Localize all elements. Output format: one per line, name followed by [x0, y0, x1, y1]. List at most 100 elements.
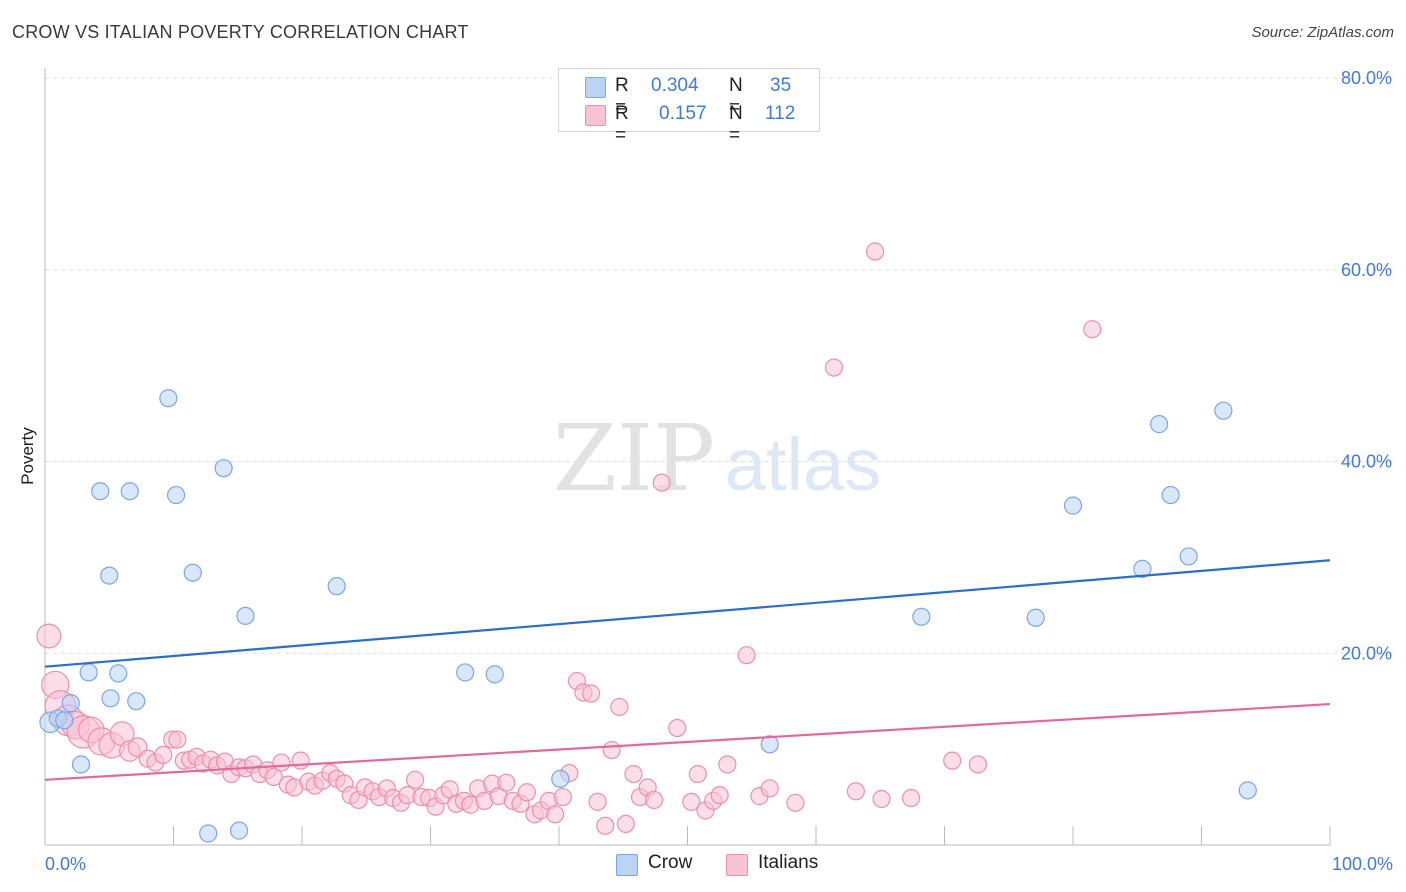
crow-legend-swatch [616, 854, 638, 876]
y-tick-label: 60.0% [1341, 260, 1392, 280]
crow-point [159, 389, 178, 408]
italians-point [291, 751, 310, 770]
x-tick-label: 0.0% [45, 854, 86, 874]
x-tick-label: 100.0% [1332, 854, 1393, 874]
y-tick-label: 40.0% [1341, 452, 1392, 472]
crow-point [760, 735, 779, 754]
source-label: Source: ZipAtlas.com [1251, 24, 1394, 41]
italians-point [866, 242, 885, 261]
crow-trend-line [44, 559, 1331, 668]
italians-point [682, 792, 701, 811]
watermark-zip: ZIP [553, 405, 715, 512]
italians-point [624, 764, 643, 784]
italians-point [546, 805, 565, 824]
crow-swatch [585, 77, 606, 98]
crow-point [79, 663, 98, 682]
crow-point [229, 821, 249, 840]
crow-point [214, 459, 233, 478]
crow-point [120, 482, 139, 501]
italians-point [737, 646, 756, 665]
italians-point [154, 745, 173, 764]
italians-point [264, 767, 283, 787]
crow-point [166, 485, 186, 505]
italians-point [846, 782, 865, 801]
crow-point [1149, 415, 1169, 434]
legend-r-label: R = [615, 75, 629, 118]
grid-lines [45, 77, 1392, 654]
italians-point [786, 793, 805, 812]
watermark-atlas: atlas [725, 423, 881, 506]
legend: R = 0.304 N = 35 R = 0.157 N = 112 [558, 68, 820, 146]
italians-point [710, 786, 729, 805]
crow-point [912, 607, 931, 626]
tick-labels: 20.0% 40.0% 60.0% 80.0% 0.0% 100.0% [45, 68, 1393, 874]
italians-point [872, 789, 891, 809]
crow-point [1179, 547, 1198, 566]
italians-point [582, 684, 601, 703]
crow-point [1214, 401, 1233, 420]
crow-point [127, 692, 146, 711]
legend-r-value: 0.304 [651, 75, 699, 96]
crow-point [61, 694, 80, 713]
italians-point [497, 773, 516, 792]
italians-point [943, 751, 962, 770]
italians-point [824, 358, 844, 377]
crow-point [91, 482, 110, 501]
crow-point [55, 711, 74, 730]
italians-point [405, 770, 425, 789]
crow-point [183, 563, 202, 582]
crow-points [39, 389, 1257, 843]
crow-point [109, 664, 128, 683]
italians-point [168, 730, 187, 749]
legend-n-label: N = [729, 103, 743, 146]
italians-point [610, 697, 629, 717]
italians-point [602, 740, 621, 760]
crow-point [485, 665, 504, 684]
watermark: ZIP atlas [553, 405, 881, 512]
crow-point [1133, 559, 1152, 578]
italians-point [760, 779, 779, 798]
italians-point [616, 814, 635, 834]
trend-lines [44, 559, 1331, 781]
y-tick-label: 80.0% [1341, 68, 1392, 88]
chart-title: CROW VS ITALIAN POVERTY CORRELATION CHAR… [12, 22, 469, 42]
italians-point [596, 816, 615, 835]
italians-trend-line [44, 702, 1331, 781]
crow-point [199, 824, 218, 843]
crow-point [71, 755, 91, 774]
crow-point [236, 606, 255, 625]
crow-point [101, 689, 120, 708]
italians-point [668, 718, 687, 738]
italians-point [688, 764, 707, 784]
legend-n-value: 35 [770, 75, 792, 96]
y-axis-label: Poverty [18, 427, 37, 485]
italians-point [36, 623, 62, 649]
crow-point [100, 566, 119, 585]
italians-point [272, 753, 291, 772]
italians-legend-swatch [726, 854, 748, 876]
crow-point [1026, 608, 1045, 627]
legend-r-label: R = [615, 103, 629, 146]
italians-point [588, 792, 607, 811]
crow-point [1161, 485, 1180, 505]
crow-point [551, 769, 570, 788]
legend-r-value: 0.157 [659, 103, 707, 124]
italians-point [718, 755, 737, 774]
crow-point [1238, 781, 1257, 800]
y-tick-label: 20.0% [1341, 643, 1392, 663]
italians-legend-label: Italians [758, 852, 819, 873]
legend-n-value: 112 [765, 103, 796, 124]
italians-point [901, 788, 921, 808]
crow-point [1063, 496, 1083, 515]
crow-point [456, 663, 475, 682]
italians-point [644, 790, 664, 810]
italians-point [652, 473, 671, 492]
italians-swatch [585, 105, 606, 126]
legend-n-label: N = [729, 75, 743, 118]
italians-point [1083, 320, 1102, 339]
italians-points [36, 242, 1102, 835]
crow-legend-label: Crow [648, 852, 693, 873]
italians-point [968, 755, 988, 774]
crow-point [327, 577, 346, 596]
